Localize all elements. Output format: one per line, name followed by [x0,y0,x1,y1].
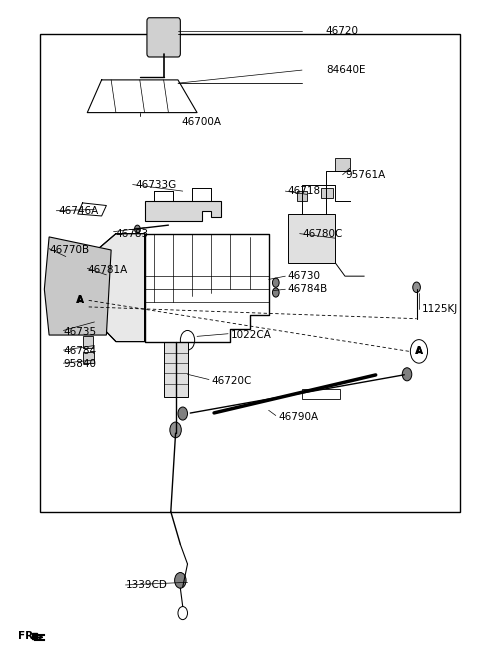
Text: 84640E: 84640E [326,65,365,75]
Bar [288,214,336,263]
Circle shape [273,278,279,287]
FancyBboxPatch shape [147,18,180,57]
Circle shape [175,572,186,588]
Text: A: A [77,296,84,305]
Text: FR.: FR. [18,631,37,641]
Circle shape [170,422,181,438]
Text: 95840: 95840 [63,359,96,369]
Text: 46780C: 46780C [302,229,342,238]
Text: A: A [76,296,84,306]
Text: 46790A: 46790A [278,412,318,422]
Polygon shape [97,234,144,342]
Circle shape [183,334,192,347]
Text: A: A [415,346,423,356]
Text: 46784B: 46784B [288,284,328,294]
Text: 46783: 46783 [116,229,149,238]
Text: 46720C: 46720C [211,376,252,386]
Text: 46700A: 46700A [182,118,222,127]
Text: 46781A: 46781A [87,265,128,275]
Circle shape [180,330,195,350]
Circle shape [134,225,140,233]
Text: 46733G: 46733G [135,179,176,190]
Circle shape [178,407,188,420]
Text: 46730: 46730 [288,271,321,281]
Text: 1339CD: 1339CD [125,580,168,590]
Polygon shape [144,201,221,221]
Bar [321,188,333,198]
Bar [302,389,340,399]
Circle shape [273,288,279,297]
Circle shape [410,340,428,363]
Circle shape [72,288,89,312]
Text: 46720: 46720 [326,26,359,36]
Text: 46735: 46735 [63,327,96,337]
Circle shape [402,368,412,381]
Bar [83,352,94,363]
Circle shape [413,282,420,292]
Bar [83,314,102,326]
Text: 1125KJ: 1125KJ [421,304,457,314]
Polygon shape [33,633,37,639]
Text: 1022CA: 1022CA [230,330,271,340]
Circle shape [178,606,188,620]
Text: A: A [416,347,422,356]
Text: 46718: 46718 [288,186,321,196]
Text: 46770B: 46770B [49,245,89,255]
Bar [164,342,188,397]
Text: 95761A: 95761A [345,170,385,180]
Polygon shape [44,237,111,335]
Bar [83,336,93,348]
Text: 46746A: 46746A [59,206,99,215]
Text: 46784: 46784 [63,346,96,356]
Bar [336,158,350,171]
Circle shape [62,274,79,298]
Bar [297,191,307,201]
Bar [39,34,459,512]
